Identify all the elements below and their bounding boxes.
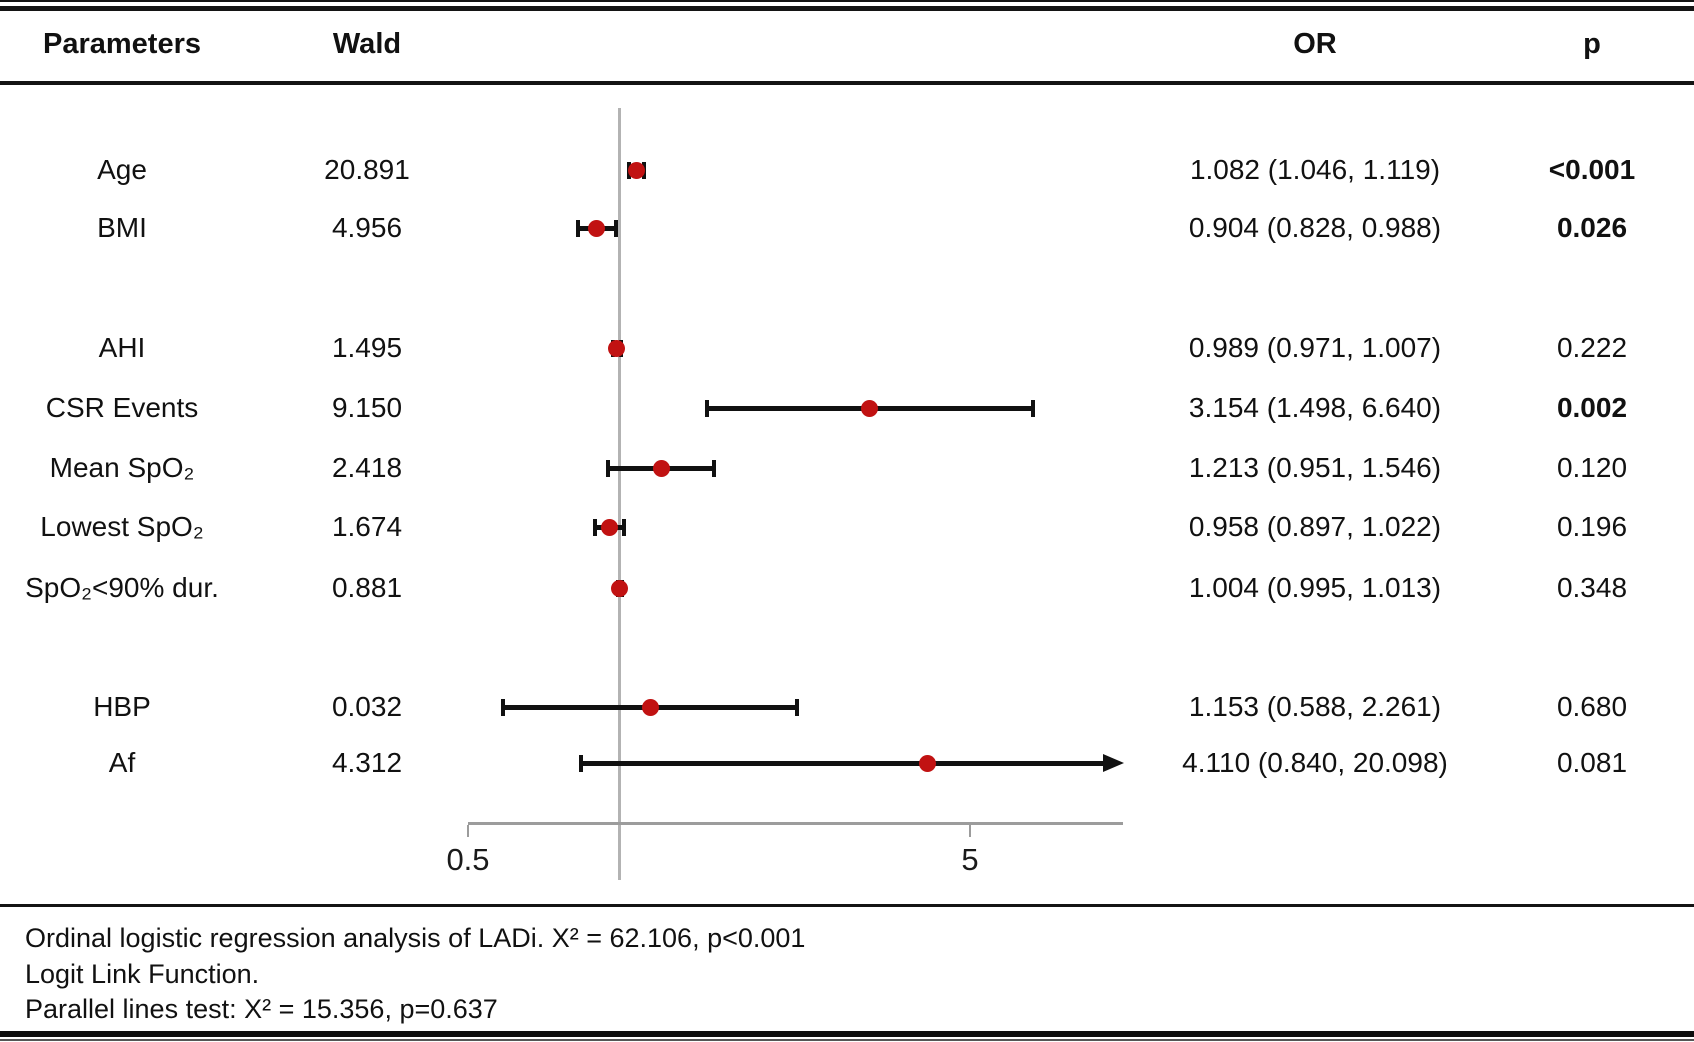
row-or-ci-value: 1.153 (0.588, 2.261) xyxy=(1188,691,1442,722)
footnote-divider-line xyxy=(0,904,1694,907)
x-axis-tick xyxy=(467,825,469,837)
column-header-or: OR xyxy=(1293,28,1337,60)
row-wald-value: 9.150 xyxy=(331,392,403,423)
row-wald-value: 20.891 xyxy=(324,154,410,185)
reference-line-or-1 xyxy=(618,108,621,880)
top-border-thick xyxy=(0,6,1694,11)
ci-left-cap xyxy=(500,699,505,716)
row-parameter-label: HBP xyxy=(93,691,151,722)
column-header-p: p xyxy=(1583,28,1601,60)
x-axis-tick-label: 5 xyxy=(961,842,979,877)
row-or-ci-value: 0.904 (0.828, 0.988) xyxy=(1188,212,1442,243)
bottom-border-thin xyxy=(0,1039,1694,1041)
confidence-interval-line xyxy=(580,761,1103,766)
row-p-value: 0.026 xyxy=(1556,212,1628,243)
row-p-value: <0.001 xyxy=(1548,154,1636,185)
or-point-marker xyxy=(601,518,619,536)
or-point-marker xyxy=(861,399,879,417)
column-header-wald: Wald xyxy=(332,28,402,60)
row-wald-value: 1.495 xyxy=(331,332,403,363)
row-parameter-label: Lowest SpO₂ xyxy=(40,511,204,542)
top-border-thin xyxy=(0,0,1694,2)
row-or-ci-value: 1.213 (0.951, 1.546) xyxy=(1188,452,1442,483)
ci-left-cap xyxy=(593,519,598,536)
footnote-line: Logit Link Function. xyxy=(25,959,260,989)
row-p-value: 0.002 xyxy=(1556,392,1628,423)
ci-left-cap xyxy=(575,220,580,237)
row-wald-value: 0.881 xyxy=(331,572,403,603)
ci-left-cap xyxy=(578,755,583,772)
row-wald-value: 1.674 xyxy=(331,511,403,542)
footnote-line: Parallel lines test: X² = 15.356, p=0.63… xyxy=(25,994,498,1024)
or-point-marker xyxy=(919,754,937,772)
ci-right-cap xyxy=(621,519,626,536)
row-parameter-label: Af xyxy=(108,747,136,778)
or-point-marker xyxy=(627,161,645,179)
row-wald-value: 2.418 xyxy=(331,452,403,483)
row-parameter-label: CSR Events xyxy=(45,392,199,423)
row-parameter-label: BMI xyxy=(97,212,147,243)
row-p-value: 0.081 xyxy=(1556,747,1628,778)
header-divider-line xyxy=(0,81,1694,85)
or-point-marker xyxy=(588,219,606,237)
or-point-marker xyxy=(652,459,670,477)
or-point-marker xyxy=(611,579,629,597)
row-or-ci-value: 0.958 (0.897, 1.022) xyxy=(1188,511,1442,542)
column-header-parameters: Parameters xyxy=(43,28,201,60)
ci-right-cap xyxy=(795,699,800,716)
row-p-value: 0.680 xyxy=(1556,691,1628,722)
row-parameter-label: AHI xyxy=(98,332,146,363)
ci-right-cap xyxy=(712,460,717,477)
row-parameter-label: Age xyxy=(97,154,147,185)
ci-left-cap xyxy=(606,460,611,477)
x-axis-tick-label: 0.5 xyxy=(446,842,490,877)
x-axis-line xyxy=(468,822,1123,825)
row-or-ci-value: 1.082 (1.046, 1.119) xyxy=(1189,154,1441,185)
row-wald-value: 4.312 xyxy=(331,747,403,778)
row-p-value: 0.196 xyxy=(1556,511,1628,542)
row-p-value: 0.222 xyxy=(1556,332,1628,363)
row-or-ci-value: 0.989 (0.971, 1.007) xyxy=(1188,332,1442,363)
row-parameter-label: Mean SpO₂ xyxy=(49,452,195,483)
or-point-marker xyxy=(641,698,659,716)
footnote-line: Ordinal logistic regression analysis of … xyxy=(25,923,806,953)
row-wald-value: 4.956 xyxy=(331,212,403,243)
row-parameter-label: SpO₂<90% dur. xyxy=(25,572,219,603)
ci-left-cap xyxy=(705,400,710,417)
ci-arrowhead xyxy=(1103,754,1124,772)
row-or-ci-value: 3.154 (1.498, 6.640) xyxy=(1188,392,1442,423)
row-or-ci-value: 4.110 (0.840, 20.098) xyxy=(1182,747,1448,778)
bottom-border-thick xyxy=(0,1031,1694,1037)
row-wald-value: 0.032 xyxy=(331,691,403,722)
x-axis-tick xyxy=(969,825,971,837)
ci-right-cap xyxy=(1030,400,1035,417)
or-point-marker xyxy=(608,339,626,357)
ci-right-cap xyxy=(614,220,619,237)
row-p-value: 0.348 xyxy=(1556,572,1628,603)
row-or-ci-value: 1.004 (0.995, 1.013) xyxy=(1188,572,1442,603)
row-p-value: 0.120 xyxy=(1556,452,1628,483)
